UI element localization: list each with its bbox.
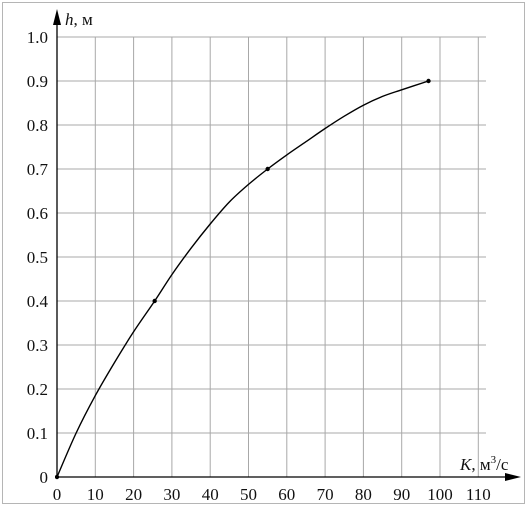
y-tick-label-10: 1.0: [27, 28, 48, 47]
x-tick-label-2: 20: [125, 485, 142, 504]
y-tick-label-5: 0.5: [27, 248, 48, 267]
x-tick-label-9: 90: [393, 485, 410, 504]
y-tick-label-6: 0.6: [27, 204, 48, 223]
x-tick-label-3: 30: [163, 485, 180, 504]
tick-labels: 0 10 20 30 40 50 60 70 80 90 100 110 0 0.1 0.2 0.3 0.4 0.…: [27, 28, 491, 504]
x-axis-symbol: K: [459, 455, 473, 474]
chart-frame: 0 10 20 30 40 50 60 70 80 90 100 110 0 0.1 0.2 0.3 0.4 0.…: [2, 2, 525, 504]
axes: [53, 9, 521, 481]
data-point-1: [152, 298, 157, 304]
x-tick-label-5: 50: [240, 485, 257, 504]
x-axis-unit-tail: /с: [496, 455, 509, 474]
y-tick-label-4: 0.4: [27, 292, 49, 311]
y-axis-symbol: h: [65, 10, 74, 29]
y-tick-label-8: 0.8: [27, 116, 48, 135]
x-tick-label-4: 40: [202, 485, 219, 504]
y-tick-label-2: 0.2: [27, 380, 48, 399]
data-point-0: [55, 474, 60, 480]
data-point-2: [265, 166, 270, 172]
y-tick-label-1: 0.1: [27, 424, 48, 443]
y-tick-label-7: 0.7: [27, 160, 49, 179]
x-axis-unit-sup: 3: [491, 454, 497, 466]
x-tick-label-11: 110: [466, 485, 491, 504]
y-tick-label-3: 0.3: [27, 336, 48, 355]
x-axis-title: K, м3/с: [459, 454, 509, 474]
x-axis-unit: , м: [471, 455, 491, 474]
line-chart: 0 10 20 30 40 50 60 70 80 90 100 110 0 0.1 0.2 0.3 0.4 0.…: [27, 9, 521, 504]
x-tick-label-1: 10: [87, 485, 104, 504]
y-tick-label-9: 0.9: [27, 72, 48, 91]
y-tick-label-0: 0: [40, 468, 49, 487]
x-tick-label-8: 80: [355, 485, 372, 504]
x-tick-label-7: 70: [317, 485, 334, 504]
y-axis-unit: , м: [74, 10, 94, 29]
x-tick-label-6: 60: [278, 485, 295, 504]
x-axis-arrow: [505, 473, 521, 481]
grid: [57, 36, 486, 477]
series-layer: [55, 78, 431, 480]
x-tick-label-0: 0: [53, 485, 62, 504]
x-tick-label-10: 100: [427, 485, 453, 504]
y-axis-title: h, м: [65, 10, 93, 29]
y-axis-arrow: [53, 9, 61, 25]
data-point-3: [426, 78, 431, 84]
series-line-0: [56, 80, 429, 478]
